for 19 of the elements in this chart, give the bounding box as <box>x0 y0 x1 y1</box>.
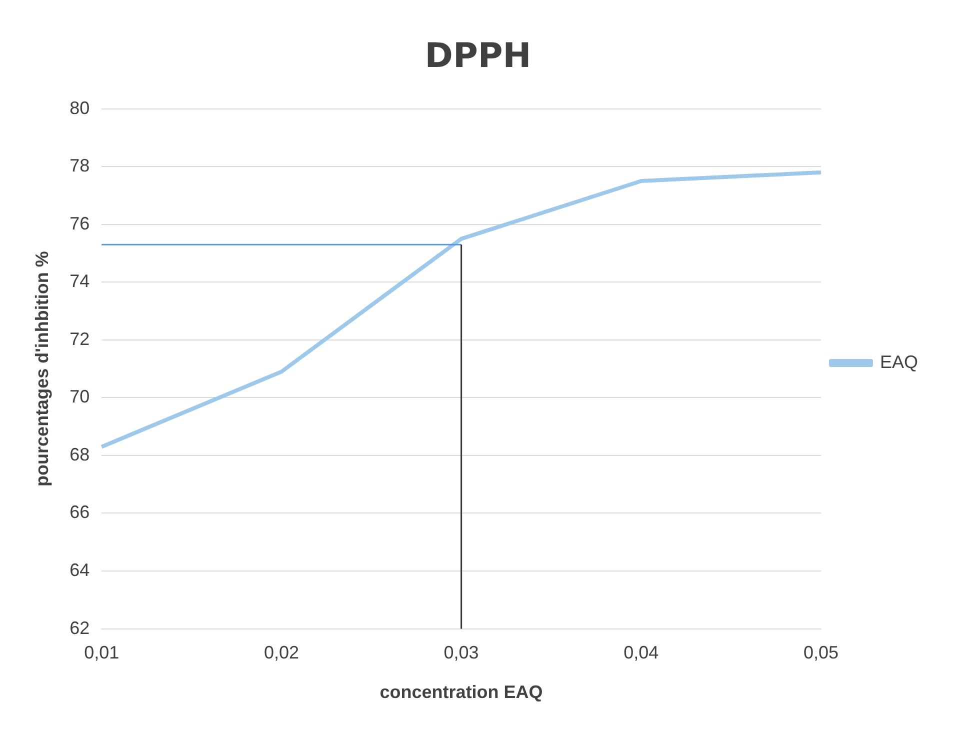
chart-title: DPPH <box>424 36 532 76</box>
x-tick-label: 0,02 <box>264 642 299 663</box>
y-tick-label: 70 <box>70 386 90 407</box>
y-tick-label: 78 <box>70 156 90 176</box>
y-tick-label: 80 <box>70 98 90 118</box>
y-tick-label: 66 <box>70 502 90 522</box>
x-axis-title: concentration EAQ <box>380 682 543 702</box>
y-tick-label: 72 <box>70 328 90 349</box>
y-tick-label: 62 <box>70 618 90 638</box>
y-axis-title: pourcentages d'inhbition % <box>32 251 52 486</box>
x-tick-label: 0,05 <box>803 642 839 663</box>
y-tick-label: 68 <box>70 444 90 464</box>
x-tick-label: 0,03 <box>444 642 479 663</box>
x-tick-label: 0,01 <box>84 642 120 663</box>
y-tick-label: 64 <box>70 560 90 580</box>
y-tick-label: 76 <box>70 213 90 234</box>
x-tick-label: 0,04 <box>624 642 659 663</box>
legend-label: EAQ <box>880 352 918 372</box>
y-tick-label: 74 <box>70 271 90 292</box>
